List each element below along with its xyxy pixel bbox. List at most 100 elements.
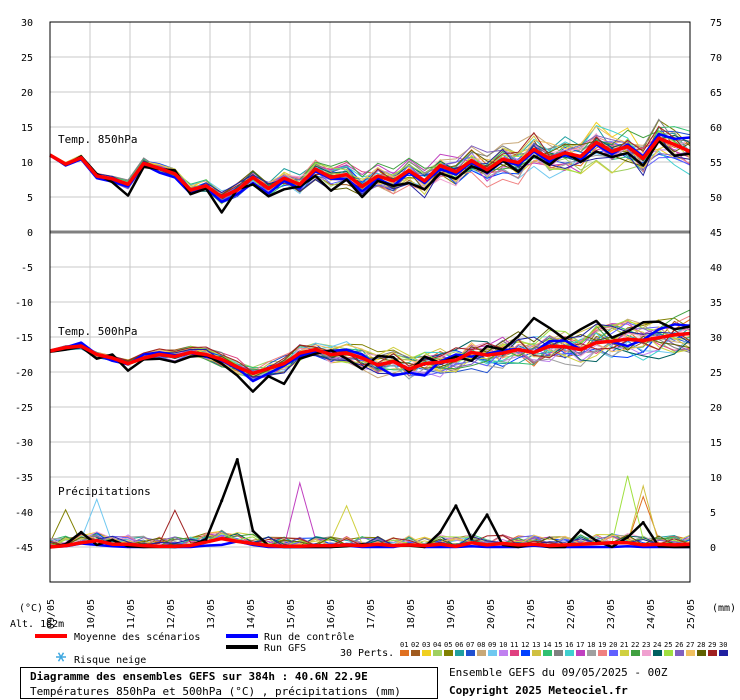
legend-gfs-swatch xyxy=(226,645,258,649)
date-label: 18/05 xyxy=(406,599,417,629)
pert-number: 13 xyxy=(532,641,540,649)
perturbation-line xyxy=(49,535,691,548)
pert-number: 07 xyxy=(466,641,474,649)
date-label: 15/05 xyxy=(286,599,297,629)
pert-swatch xyxy=(510,650,519,656)
precip-gfs-point xyxy=(579,528,583,532)
pert-swatch xyxy=(466,650,475,656)
pert-number: 25 xyxy=(664,641,672,649)
right-tick-label: 10 xyxy=(710,473,722,484)
pert-swatch xyxy=(587,650,596,656)
left-tick-label: 5 xyxy=(27,193,33,204)
precip-gfs-point xyxy=(79,530,83,534)
left-tick-label: -45 xyxy=(15,543,33,554)
pert-number: 02 xyxy=(411,641,419,649)
date-label: 16/05 xyxy=(326,599,337,629)
chart-title: Diagramme des ensembles GEFS sur 384h : … xyxy=(30,670,368,683)
left-tick-label: -30 xyxy=(15,438,33,449)
pert-number: 10 xyxy=(499,641,507,649)
legend-mean-swatch xyxy=(35,634,67,638)
left-tick-label: 15 xyxy=(21,123,33,134)
precip-gfs-point xyxy=(485,513,489,517)
pert-swatch xyxy=(554,650,563,656)
precip-gfs-point xyxy=(594,539,598,543)
pert-swatch xyxy=(686,650,695,656)
date-label: 12/05 xyxy=(166,599,177,629)
pert-swatch xyxy=(488,650,497,656)
pert-number: 04 xyxy=(433,641,441,649)
t500-mean-line xyxy=(49,331,691,376)
run-info: Ensemble GEFS du 09/05/2025 - 00Z xyxy=(449,666,668,679)
date-label: 20/05 xyxy=(486,599,497,629)
pert-swatch xyxy=(521,650,530,656)
pert-number: 16 xyxy=(565,641,573,649)
right-tick-label: 30 xyxy=(710,333,722,344)
date-label: 11/05 xyxy=(126,599,137,629)
right-tick-label: 15 xyxy=(710,438,722,449)
pert-swatch xyxy=(664,650,673,656)
left-tick-label: 0 xyxy=(27,228,33,239)
precip-gfs-point xyxy=(220,499,224,503)
pert-swatch xyxy=(499,650,508,656)
left-tick-label: -40 xyxy=(15,508,33,519)
precip-gfs-point xyxy=(626,535,630,539)
left-tick-label: -15 xyxy=(15,333,33,344)
panel-label-precip: Précipitations xyxy=(58,485,151,498)
t850-control-line xyxy=(49,132,691,204)
date-label: 10/05 xyxy=(86,599,97,629)
pert-number: 19 xyxy=(598,641,606,649)
right-tick-label: 50 xyxy=(710,193,722,204)
pert-number: 03 xyxy=(422,641,430,649)
pert-swatch xyxy=(598,650,607,656)
right-tick-label: 70 xyxy=(710,53,722,64)
precip-gfs-point xyxy=(251,529,255,533)
left-tick-label: -10 xyxy=(15,298,33,309)
pert-swatch xyxy=(422,650,431,656)
pert-swatch xyxy=(697,650,706,656)
pert-swatch xyxy=(400,650,409,656)
date-label: 13/05 xyxy=(206,599,217,629)
pert-swatch xyxy=(653,650,662,656)
pert-swatch xyxy=(708,650,717,656)
precip-gfs-point xyxy=(438,530,442,534)
date-label: 09/05 xyxy=(46,599,57,629)
legend-control-label: Run de contrôle xyxy=(264,631,354,643)
pert-swatch xyxy=(411,650,420,656)
pert-number: 17 xyxy=(576,641,584,649)
legend-snow-label: Risque neige xyxy=(74,655,146,666)
precip-gfs-point xyxy=(641,521,645,524)
pert-number: 24 xyxy=(653,641,661,649)
left-tick-label: 10 xyxy=(21,158,33,169)
pert-swatch xyxy=(444,650,453,656)
left-unit-label: (°C) xyxy=(19,603,43,614)
pert-number: 28 xyxy=(697,641,705,649)
pert-number: 14 xyxy=(543,641,551,649)
pert-number: 06 xyxy=(455,641,463,649)
right-tick-label: 25 xyxy=(710,368,722,379)
pert-number: 18 xyxy=(587,641,595,649)
right-tick-label: 45 xyxy=(710,228,722,239)
pert-number: 05 xyxy=(444,641,452,649)
left-tick-label: -5 xyxy=(21,263,33,274)
panel-label-500: Temp. 500hPa xyxy=(58,325,137,338)
legend-perts-label: 30 Perts. xyxy=(340,648,394,659)
right-tick-label: 5 xyxy=(710,508,716,519)
main-series xyxy=(49,132,691,549)
chart-subtitle: Températures 850hPa et 500hPa (°C) , pré… xyxy=(30,685,401,698)
perturbation-line xyxy=(49,325,691,377)
pert-swatch xyxy=(675,650,684,656)
left-tick-label: -35 xyxy=(15,473,33,484)
pert-number: 01 xyxy=(400,641,408,649)
date-label: 23/05 xyxy=(606,599,617,629)
legend-gfs-label: Run GFS xyxy=(264,643,306,654)
pert-swatch xyxy=(576,650,585,656)
pert-number: 23 xyxy=(642,641,650,649)
left-tick-label: -25 xyxy=(15,403,33,414)
legend-mean-label: Moyenne des scénarios xyxy=(74,631,200,643)
pert-swatch xyxy=(609,650,618,656)
pert-swatch xyxy=(477,650,486,656)
right-tick-label: 60 xyxy=(710,123,722,134)
pert-swatch xyxy=(620,650,629,656)
